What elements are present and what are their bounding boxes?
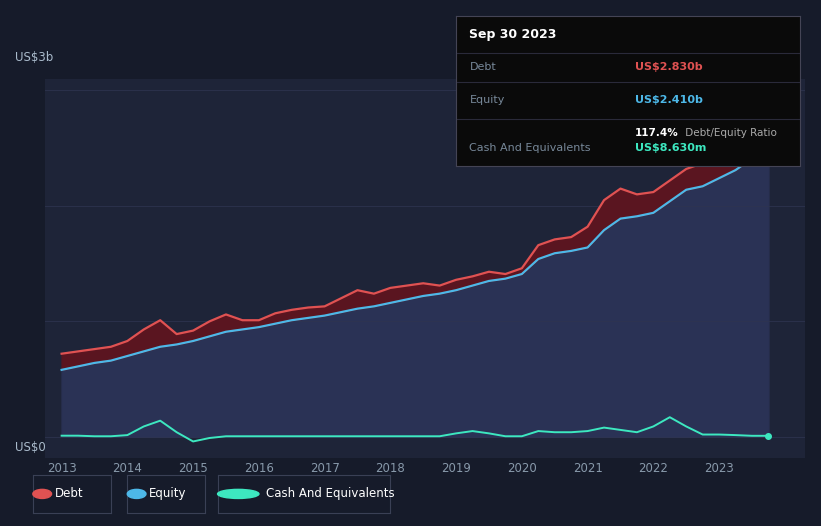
Text: Debt/Equity Ratio: Debt/Equity Ratio: [681, 128, 777, 138]
Text: 117.4%: 117.4%: [635, 128, 679, 138]
Text: Debt: Debt: [470, 63, 496, 73]
Circle shape: [127, 489, 146, 499]
Text: Sep 30 2023: Sep 30 2023: [470, 28, 557, 41]
Text: US$8.630m: US$8.630m: [635, 143, 706, 153]
Text: US$2.830b: US$2.830b: [635, 63, 703, 73]
Text: Cash And Equivalents: Cash And Equivalents: [266, 488, 394, 500]
Text: Equity: Equity: [470, 95, 505, 105]
Text: US$2.410b: US$2.410b: [635, 95, 703, 105]
Text: Debt: Debt: [55, 488, 83, 500]
Circle shape: [33, 489, 52, 499]
Circle shape: [218, 489, 259, 499]
Text: US$3b: US$3b: [15, 50, 53, 64]
Text: Equity: Equity: [149, 488, 186, 500]
Text: US$0: US$0: [15, 441, 45, 454]
Text: Cash And Equivalents: Cash And Equivalents: [470, 143, 591, 153]
